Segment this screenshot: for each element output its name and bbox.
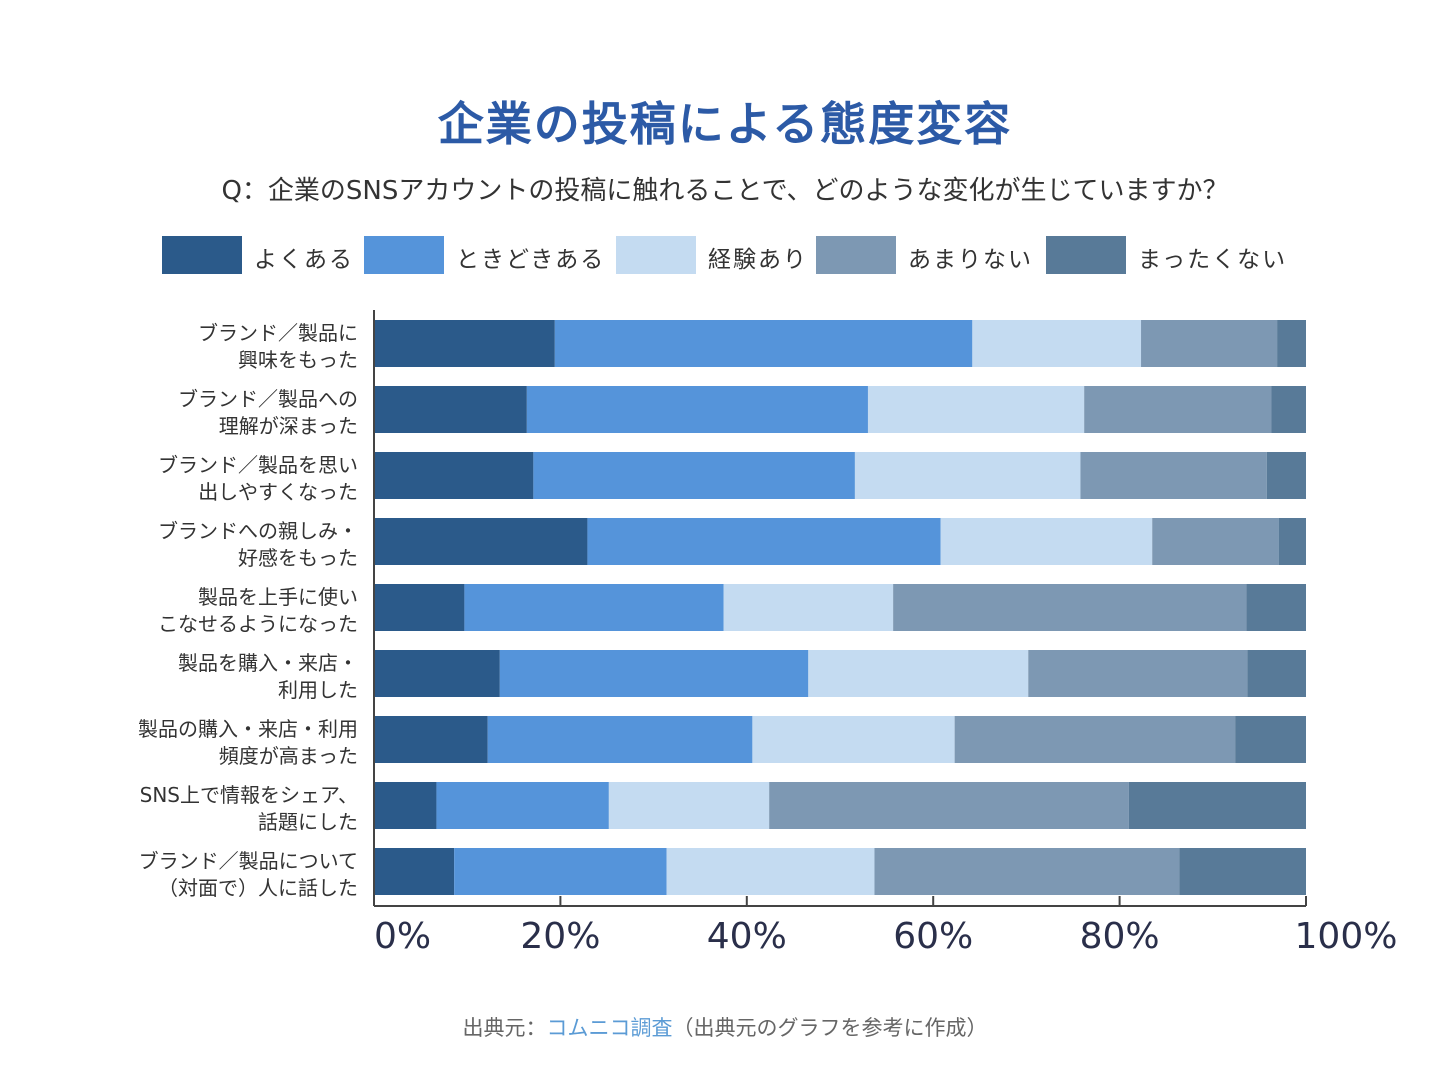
bar-segment-4-5 [1278, 518, 1306, 565]
footer-suffix: （出典元のグラフを参考に作成） [672, 1016, 988, 1040]
category-label-7-1: 製品の購入・来店・利用 [138, 717, 358, 741]
bar-segment-6-5 [1247, 650, 1306, 697]
category-label-9-2: （対面で）人に話した [158, 876, 358, 900]
bar-segment-3-5 [1266, 452, 1306, 499]
bar-segment-5-3 [723, 584, 894, 631]
bar-segment-9-4 [874, 848, 1180, 895]
bar-segment-9-3 [666, 848, 875, 895]
legend-label-mattaku: まったくない [1138, 247, 1288, 273]
x-tick-label-1: 0% [374, 916, 431, 957]
bar-segment-3-4 [1080, 452, 1267, 499]
category-label-8-1: SNS上で情報をシェア、 [140, 783, 358, 807]
bar-segment-2-4 [1084, 386, 1272, 433]
bar-segment-1-5 [1277, 320, 1306, 367]
legend-swatch-keiken [616, 236, 696, 274]
bar-segment-7-1 [374, 716, 488, 763]
bar-segment-5-2 [464, 584, 724, 631]
category-label-3-1: ブランド／製品を思い [158, 453, 358, 477]
bar-segment-9-5 [1179, 848, 1306, 895]
bar-segment-5-5 [1246, 584, 1306, 631]
bar-segment-3-3 [854, 452, 1081, 499]
bar-segment-5-1 [374, 584, 465, 631]
category-label-6-1: 製品を購入・来店・ [178, 651, 358, 675]
category-label-1-2: 興味をもった [238, 348, 358, 372]
chart-question: Q：企業のSNSアカウントの投稿に触れることで、どのような変化が生じていますか？ [221, 176, 1229, 206]
source-footer: 出典元：コムニコ調査（出典元のグラフを参考に作成） [0, 1012, 1450, 1042]
bar-segment-1-1 [374, 320, 555, 367]
legend: よくある ときどきある 経験あり あまりない まったくない [0, 236, 1450, 276]
legend-label-keiken: 経験あり [708, 247, 808, 273]
bar-segment-9-1 [374, 848, 455, 895]
bar-segment-8-3 [608, 782, 770, 829]
bar-segment-8-5 [1128, 782, 1306, 829]
category-label-2-2: 理解が深まった [219, 414, 358, 438]
bar-segment-8-2 [436, 782, 609, 829]
bar-segment-4-1 [374, 518, 588, 565]
bar-segment-1-3 [972, 320, 1142, 367]
category-label-7-2: 頻度が高まった [219, 744, 358, 768]
bar-segment-3-1 [374, 452, 534, 499]
x-tick-label-5: 80% [1080, 916, 1160, 957]
category-label-3-2: 出しやすくなった [198, 480, 358, 504]
bar-segment-9-2 [454, 848, 667, 895]
bar-segment-1-4 [1141, 320, 1278, 367]
category-label-6-2: 利用した [278, 678, 358, 702]
category-label-4-2: 好感をもった [238, 546, 358, 570]
category-label-5-1: 製品を上手に使い [198, 585, 358, 609]
bar-segment-1-2 [554, 320, 973, 367]
category-label-2-1: ブランド／製品への [178, 387, 358, 411]
bar-segment-5-4 [893, 584, 1247, 631]
bar-segment-3-2 [533, 452, 855, 499]
bar-segment-7-5 [1235, 716, 1306, 763]
legend-swatch-yoku [162, 236, 242, 274]
category-label-4-1: ブランドへの親しみ・ [158, 519, 358, 543]
x-tick-label-3: 40% [707, 916, 787, 957]
bar-segment-7-2 [487, 716, 753, 763]
legend-label-amari: あまりない [908, 247, 1033, 273]
legend-label-yoku: よくある [254, 247, 354, 273]
bar-segment-6-4 [1028, 650, 1248, 697]
category-label-9-1: ブランド／製品について [139, 849, 358, 873]
bar-segment-8-4 [769, 782, 1129, 829]
chart-title: 企業の投稿による態度変容 [437, 97, 1013, 151]
bar-segment-7-4 [954, 716, 1236, 763]
source-link[interactable]: コムニコ調査 [546, 1016, 673, 1040]
bar-segment-6-1 [374, 650, 500, 697]
category-label-5-2: こなせるようになった [158, 612, 358, 636]
bar-segment-6-2 [499, 650, 809, 697]
bar-segment-4-2 [587, 518, 941, 565]
legend-swatch-mattaku [1046, 236, 1126, 274]
category-label-8-2: 話題にした [258, 810, 358, 834]
bar-segment-8-1 [374, 782, 437, 829]
category-label-1-1: ブランド／製品に [198, 321, 358, 345]
x-tick-label-2: 20% [520, 916, 600, 957]
bar-segment-7-3 [752, 716, 955, 763]
bar-segment-2-2 [526, 386, 868, 433]
bar-segment-4-3 [940, 518, 1153, 565]
footer-prefix: 出典元： [462, 1016, 547, 1040]
bar-segment-6-3 [808, 650, 1029, 697]
bar-segment-2-3 [867, 386, 1085, 433]
bar-segment-2-5 [1271, 386, 1306, 433]
legend-label-tokidoki: ときどきある [456, 247, 606, 273]
legend-swatch-tokidoki [364, 236, 444, 274]
legend-swatch-amari [816, 236, 896, 274]
x-tick-label-4: 60% [893, 916, 973, 957]
bar-segment-2-1 [374, 386, 527, 433]
bar-segment-4-4 [1152, 518, 1279, 565]
x-tick-label-6: 100% [1295, 916, 1398, 957]
